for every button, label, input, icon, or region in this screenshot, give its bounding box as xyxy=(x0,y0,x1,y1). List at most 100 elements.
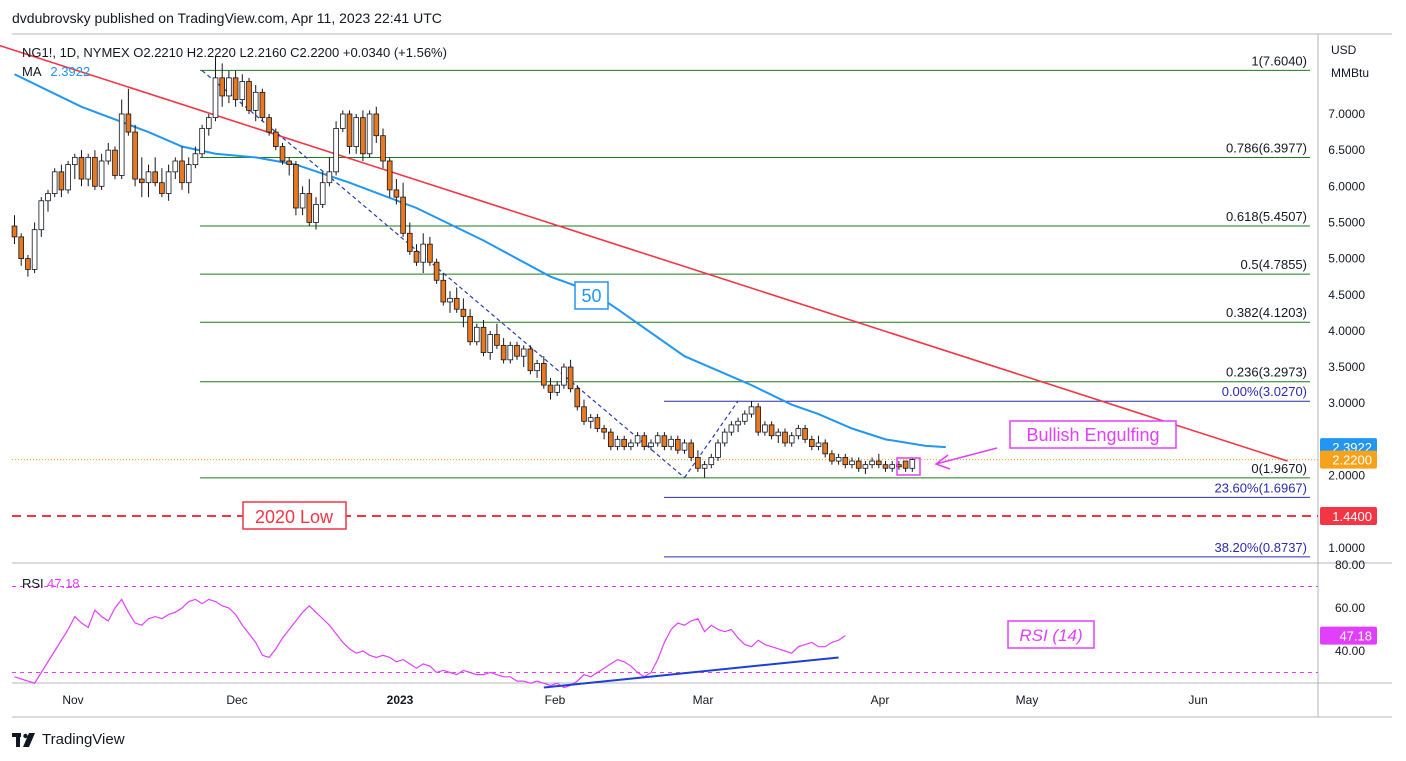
candle-body[interactable] xyxy=(608,431,614,447)
candle-body[interactable] xyxy=(547,384,554,393)
candle-body[interactable] xyxy=(822,442,828,455)
candle-body[interactable] xyxy=(728,424,735,433)
candle-body[interactable] xyxy=(38,200,45,231)
candle-body[interactable] xyxy=(829,453,835,462)
candle-body[interactable] xyxy=(92,156,98,187)
candle-body[interactable] xyxy=(413,250,420,263)
candle-body[interactable] xyxy=(782,431,788,444)
candle-body[interactable] xyxy=(326,171,333,184)
candle-body[interactable] xyxy=(346,113,353,147)
candle-body[interactable] xyxy=(869,460,875,466)
candle-body[interactable] xyxy=(594,417,601,429)
candle-body[interactable] xyxy=(286,160,292,166)
candle-body[interactable] xyxy=(165,171,172,194)
candle-body[interactable] xyxy=(842,457,849,466)
candle-body[interactable] xyxy=(601,428,607,433)
ma-legend[interactable]: MA 2.3922 xyxy=(22,64,90,79)
candle-body[interactable] xyxy=(192,153,199,166)
candle-body[interactable] xyxy=(172,160,179,173)
symbol-legend[interactable]: NG1!, 1D, NYMEX O2.2210 H2.2220 L2.2160 … xyxy=(22,45,447,60)
candle-body[interactable] xyxy=(179,160,185,184)
candle-body[interactable] xyxy=(514,344,520,357)
candle-body[interactable] xyxy=(480,326,487,353)
candle-body[interactable] xyxy=(105,149,112,162)
candle-body[interactable] xyxy=(788,435,795,444)
candle-body[interactable] xyxy=(648,442,654,447)
candle-body[interactable] xyxy=(272,131,279,147)
candle-body[interactable] xyxy=(159,182,165,194)
candle-body[interactable] xyxy=(400,196,406,234)
candle-body[interactable] xyxy=(239,81,246,100)
candle-body[interactable] xyxy=(226,77,232,97)
rsi-trendline[interactable] xyxy=(543,656,839,689)
candle-body[interactable] xyxy=(252,91,259,111)
candle-body[interactable] xyxy=(25,258,31,270)
candle-body[interactable] xyxy=(541,363,547,386)
candle-body[interactable] xyxy=(246,81,252,111)
candle-body[interactable] xyxy=(299,193,306,209)
candle-body[interactable] xyxy=(688,442,694,458)
candle-body[interactable] xyxy=(715,442,721,458)
candle-body[interactable] xyxy=(433,261,440,281)
candle-body[interactable] xyxy=(561,366,567,386)
swing-projection-line-lower[interactable] xyxy=(684,400,739,479)
candle-body[interactable] xyxy=(654,435,661,444)
candle-body[interactable] xyxy=(313,203,319,223)
candle-body[interactable] xyxy=(587,417,594,422)
candle-body[interactable] xyxy=(661,435,668,447)
candle-body[interactable] xyxy=(45,193,51,202)
candle-body[interactable] xyxy=(85,156,92,180)
candle-body[interactable] xyxy=(353,117,359,147)
rsi-line[interactable] xyxy=(14,598,846,689)
candle-body[interactable] xyxy=(65,164,71,191)
candle-body[interactable] xyxy=(755,406,761,433)
candle-body[interactable] xyxy=(567,366,574,390)
candle-body[interactable] xyxy=(494,334,500,346)
candle-body[interactable] xyxy=(668,438,674,447)
candle-body[interactable] xyxy=(527,348,534,372)
candle-body[interactable] xyxy=(909,459,916,469)
candle-body[interactable] xyxy=(447,297,453,303)
candle-body[interactable] xyxy=(72,156,78,166)
candle-body[interactable] xyxy=(453,297,460,310)
candle-body[interactable] xyxy=(902,460,909,469)
candle-body[interactable] xyxy=(427,243,433,263)
candle-body[interactable] xyxy=(500,344,507,361)
candle-body[interactable] xyxy=(212,77,219,119)
candle-body[interactable] xyxy=(112,149,118,176)
candle-body[interactable] xyxy=(681,442,688,451)
candle-body[interactable] xyxy=(58,171,65,191)
ma-50-line[interactable] xyxy=(14,73,946,449)
candle-body[interactable] xyxy=(849,460,855,466)
candle-body[interactable] xyxy=(138,178,145,184)
candle-body[interactable] xyxy=(473,326,480,343)
candle-body[interactable] xyxy=(467,316,473,343)
candle-body[interactable] xyxy=(125,113,132,133)
candle-body[interactable] xyxy=(185,164,192,184)
candle-body[interactable] xyxy=(11,225,18,238)
candle-body[interactable] xyxy=(641,435,648,447)
candle-body[interactable] xyxy=(581,406,587,422)
candle-body[interactable] xyxy=(219,77,226,97)
candle-body[interactable] xyxy=(802,428,808,440)
candle-body[interactable] xyxy=(380,135,386,162)
candle-body[interactable] xyxy=(366,113,373,155)
candle-body[interactable] xyxy=(293,164,299,209)
candle-body[interactable] xyxy=(735,420,741,426)
candle-body[interactable] xyxy=(31,229,38,270)
candle-body[interactable] xyxy=(118,113,125,176)
candle-body[interactable] xyxy=(815,442,822,447)
candle-body[interactable] xyxy=(386,160,393,191)
candle-body[interactable] xyxy=(809,438,815,447)
candle-body[interactable] xyxy=(762,424,768,433)
candle-body[interactable] xyxy=(205,117,212,129)
candle-body[interactable] xyxy=(748,406,755,415)
candle-body[interactable] xyxy=(520,348,527,357)
candle-body[interactable] xyxy=(855,460,862,469)
candle-body[interactable] xyxy=(721,431,728,444)
candle-body[interactable] xyxy=(339,113,346,129)
candle-body[interactable] xyxy=(199,128,205,155)
candle-body[interactable] xyxy=(534,363,540,372)
candle-body[interactable] xyxy=(460,308,467,317)
